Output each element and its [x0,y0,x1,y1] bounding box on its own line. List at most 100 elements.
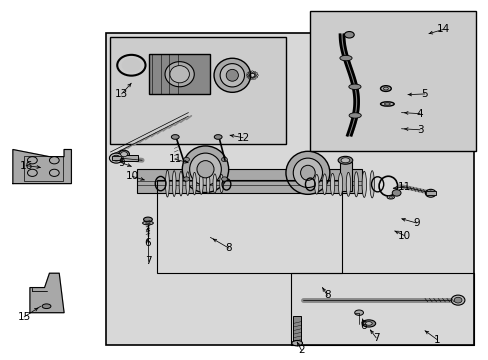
Ellipse shape [42,304,51,309]
Ellipse shape [221,177,227,181]
Ellipse shape [183,177,189,181]
Ellipse shape [179,171,183,196]
Ellipse shape [220,64,244,87]
Bar [149,54,210,94]
Ellipse shape [427,191,433,195]
Ellipse shape [199,173,203,194]
Ellipse shape [348,113,361,118]
Ellipse shape [380,102,393,106]
Ellipse shape [122,58,141,72]
Ellipse shape [338,173,342,196]
Text: 14: 14 [436,24,449,35]
Bar [121,155,138,161]
Ellipse shape [291,341,302,346]
Bar [110,37,285,144]
Bar [112,156,121,160]
Ellipse shape [49,157,59,164]
Ellipse shape [112,155,120,161]
Bar [339,162,351,191]
Text: 15: 15 [18,312,31,322]
Bar [310,12,475,151]
Polygon shape [30,273,64,313]
Ellipse shape [300,165,315,180]
Text: 6: 6 [360,321,366,331]
Text: 7: 7 [372,333,379,343]
Ellipse shape [109,153,123,163]
Ellipse shape [219,175,223,193]
Text: 16: 16 [20,161,33,171]
Text: 10: 10 [397,231,410,240]
Text: 7: 7 [144,256,151,266]
Ellipse shape [330,174,334,195]
Ellipse shape [337,156,352,164]
Ellipse shape [369,171,374,198]
Ellipse shape [213,174,216,193]
Bar [105,33,473,345]
Text: 10: 10 [125,171,139,181]
Ellipse shape [453,297,461,303]
Bar [157,180,341,273]
Polygon shape [13,149,71,184]
Ellipse shape [192,172,196,195]
Ellipse shape [197,161,214,178]
Ellipse shape [340,158,349,163]
Ellipse shape [221,157,227,162]
Ellipse shape [171,135,179,139]
Text: 12: 12 [236,133,249,143]
Ellipse shape [172,171,176,197]
Text: 8: 8 [324,291,330,301]
Text: 2: 2 [298,345,304,355]
Ellipse shape [189,153,221,185]
Ellipse shape [386,195,394,199]
Ellipse shape [121,152,127,157]
Ellipse shape [119,150,129,158]
Ellipse shape [361,320,375,327]
Ellipse shape [339,55,351,61]
Ellipse shape [365,321,371,325]
Ellipse shape [49,169,59,176]
Ellipse shape [391,190,400,196]
Ellipse shape [226,69,238,81]
Text: 6: 6 [144,238,151,248]
Bar [290,273,473,345]
Text: 13: 13 [115,89,128,99]
Ellipse shape [27,157,37,164]
Ellipse shape [182,146,228,193]
Text: 8: 8 [225,243,232,253]
Text: 3: 3 [416,125,423,135]
Ellipse shape [293,158,322,188]
Ellipse shape [380,86,390,91]
Ellipse shape [165,170,169,197]
Bar [24,156,63,181]
Ellipse shape [361,171,366,197]
Ellipse shape [353,172,358,197]
Ellipse shape [348,84,360,89]
Ellipse shape [425,189,435,197]
Text: 11: 11 [168,154,182,164]
Ellipse shape [344,32,353,38]
Bar [137,169,361,193]
Text: 4: 4 [416,109,423,119]
Ellipse shape [354,310,363,315]
Ellipse shape [314,175,318,194]
Ellipse shape [214,135,222,139]
Ellipse shape [143,217,152,222]
Ellipse shape [27,169,37,176]
Ellipse shape [285,151,329,194]
Ellipse shape [322,174,326,195]
Ellipse shape [164,62,194,87]
Text: 9: 9 [118,158,124,168]
Text: 1: 1 [433,334,440,345]
Ellipse shape [214,58,250,92]
Text: 5: 5 [421,89,427,99]
Ellipse shape [185,172,189,195]
Ellipse shape [183,157,189,162]
Text: 11: 11 [397,182,410,192]
Text: 9: 9 [412,218,419,228]
Ellipse shape [169,66,189,83]
Ellipse shape [206,174,209,194]
Bar [426,191,435,195]
Bar [293,316,301,343]
Ellipse shape [450,295,464,305]
Ellipse shape [346,172,350,196]
